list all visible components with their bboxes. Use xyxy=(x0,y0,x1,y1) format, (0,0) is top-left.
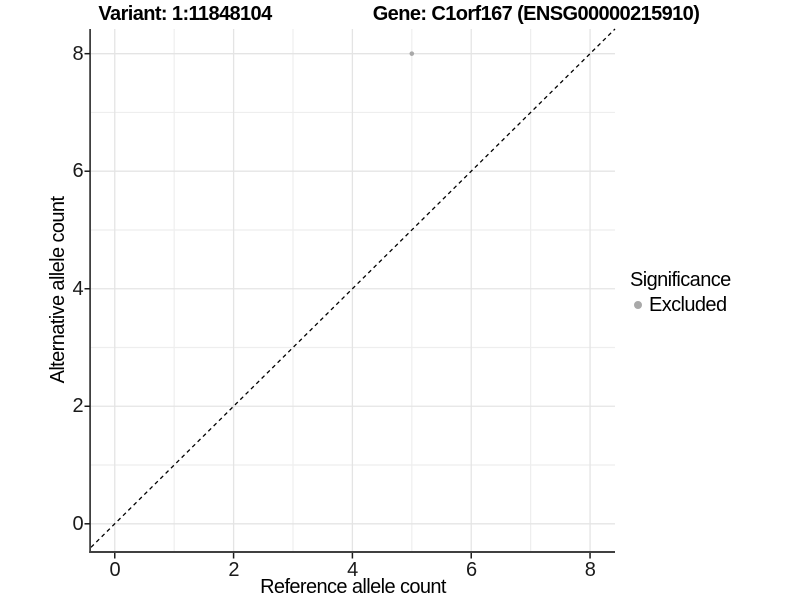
y-tick-label: 8 xyxy=(72,42,83,65)
x-tick-label: 8 xyxy=(584,559,596,581)
y-tick-label: 6 xyxy=(72,160,83,183)
x-tick-label: 2 xyxy=(228,559,239,581)
x-axis-title: Reference allele count xyxy=(260,576,446,598)
y-tick-label: 0 xyxy=(72,512,83,535)
plot-title-gene: Gene: C1orf167 (ENSG00000215910) xyxy=(372,3,700,25)
y-axis-title: Alternative allele count xyxy=(47,196,69,384)
legend-items: Excluded xyxy=(630,293,731,317)
legend: Significance Excluded xyxy=(630,268,731,317)
legend-item-label: Excluded xyxy=(649,294,727,316)
legend-point-icon xyxy=(634,301,642,309)
identity-dashed-line xyxy=(90,28,616,548)
x-tick-label: 6 xyxy=(465,559,477,581)
legend-item: Excluded xyxy=(630,293,731,317)
y-tick-label: 4 xyxy=(72,277,83,300)
plot-title-variant: Variant: 1:11848104 xyxy=(98,3,272,25)
data-point xyxy=(409,51,415,56)
x-tick-label: 0 xyxy=(109,559,121,581)
x-tick-label: 4 xyxy=(347,559,358,581)
legend-title: Significance xyxy=(630,269,731,291)
y-tick-label: 2 xyxy=(72,395,83,418)
